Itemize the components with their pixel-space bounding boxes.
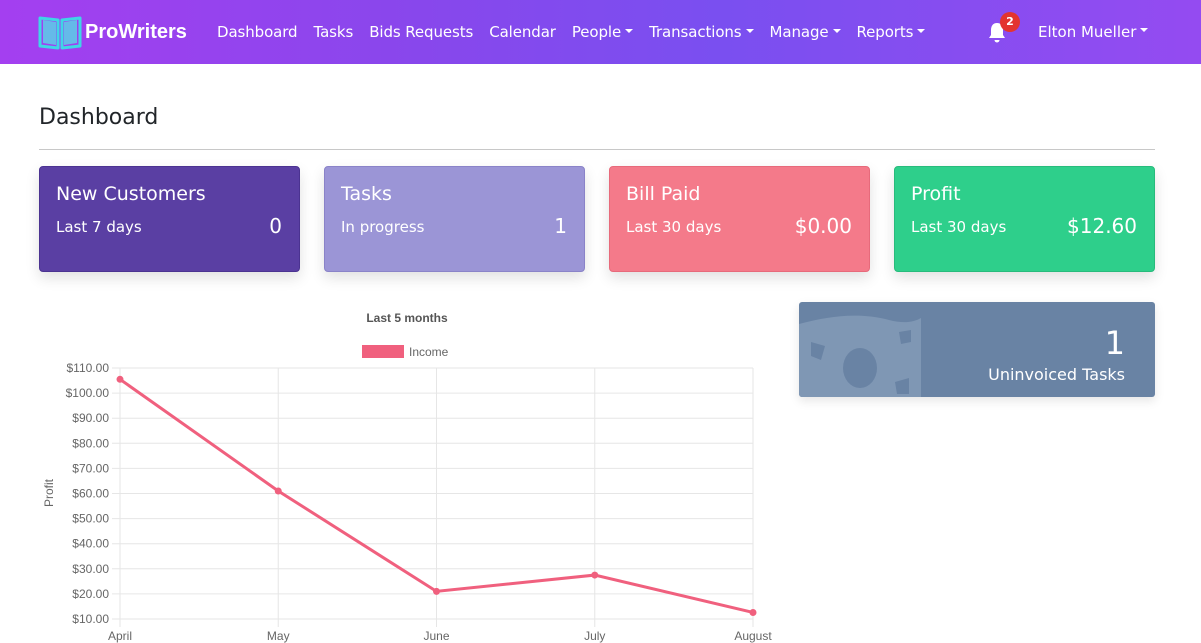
user-menu[interactable]: Elton Mueller (1038, 0, 1149, 64)
card-title: New Customers (56, 183, 206, 205)
stat-card-new-customers[interactable]: New Customers Last 7 days 0 (39, 166, 300, 272)
caret-down-icon (832, 28, 841, 33)
card-value: $12.60 (1067, 214, 1137, 238)
y-tick-label: $30.00 (72, 562, 109, 576)
x-tick-label: June (423, 629, 449, 643)
card-value: $0.00 (794, 214, 852, 238)
user-name: Elton Mueller (1038, 23, 1137, 41)
nav-item-label: Transactions (649, 23, 742, 41)
x-tick-label: April (108, 629, 132, 643)
brand-name: ProWriters (85, 20, 187, 43)
card-subtitle: Last 7 days (56, 218, 142, 236)
nav-item-label: Calendar (489, 23, 556, 41)
nav-item-bids-requests[interactable]: Bids Requests (361, 23, 481, 41)
card-title: Bill Paid (626, 183, 701, 205)
card-title: Tasks (341, 183, 392, 205)
data-point[interactable] (116, 375, 124, 383)
card-subtitle: Last 30 days (911, 218, 1007, 236)
y-tick-label: $80.00 (72, 436, 109, 450)
legend-label[interactable]: Income (409, 345, 449, 359)
uninvoiced-count: 1 (1104, 324, 1125, 362)
y-tick-label: $90.00 (72, 411, 109, 425)
nav-item-label: Manage (769, 23, 829, 41)
x-ticks: April May June July August (108, 629, 772, 643)
card-value: 0 (269, 214, 282, 238)
nav-item-transactions[interactable]: Transactions (641, 23, 761, 41)
card-subtitle: In progress (341, 218, 425, 236)
y-tick-label: $10.00 (72, 612, 109, 626)
page-title: Dashboard (39, 105, 159, 130)
caret-down-icon (745, 28, 754, 33)
data-point[interactable] (433, 587, 440, 595)
legend-swatch[interactable] (362, 345, 404, 358)
card-value: 1 (554, 214, 567, 238)
data-point[interactable] (591, 571, 599, 579)
nav-item-label: Tasks (313, 23, 354, 41)
data-point[interactable] (749, 608, 757, 616)
top-navbar: ProWriters Dashboard Tasks Bids Requests… (0, 0, 1201, 64)
y-tick-label: $100.00 (66, 386, 110, 400)
chart-grid (112, 367, 754, 627)
stat-card-bill-paid[interactable]: Bill Paid Last 30 days $0.00 (609, 166, 870, 272)
nav-item-label: Dashboard (217, 23, 298, 41)
uninvoiced-tasks-card[interactable]: 1 Uninvoiced Tasks (799, 302, 1155, 397)
x-tick-label: August (734, 629, 772, 643)
open-book-icon (38, 16, 82, 50)
caret-down-icon (625, 28, 634, 33)
notifications-button[interactable]: 2 (986, 12, 1020, 44)
data-point[interactable] (274, 487, 282, 495)
x-tick-label: July (584, 629, 605, 643)
x-tick-label: May (267, 629, 290, 643)
y-ticks: $110.00 $100.00 $90.00 $80.00 $70.00 $60.00 $5… (66, 361, 110, 626)
notification-badge: 2 (1000, 12, 1020, 32)
nav-item-manage[interactable]: Manage (762, 23, 849, 41)
nav-links: Dashboard Tasks Bids Requests Calendar P… (209, 0, 933, 64)
y-axis-label: Profit (42, 478, 56, 507)
nav-item-label: Reports (856, 23, 914, 41)
stat-card-tasks[interactable]: Tasks In progress 1 (324, 166, 585, 272)
divider (39, 149, 1155, 150)
card-title: Profit (911, 183, 961, 205)
y-tick-label: $40.00 (72, 537, 109, 551)
uninvoiced-label: Uninvoiced Tasks (988, 365, 1125, 384)
y-tick-label: $110.00 (67, 361, 110, 375)
nav-item-people[interactable]: People (564, 23, 641, 41)
nav-item-label: People (571, 23, 622, 41)
nav-item-reports[interactable]: Reports (849, 23, 934, 41)
caret-down-icon (917, 28, 926, 33)
nav-item-calendar[interactable]: Calendar (481, 23, 564, 41)
series-income (116, 375, 757, 616)
y-tick-label: $20.00 (72, 587, 109, 601)
nav-item-label: Bids Requests (369, 23, 474, 41)
nav-item-tasks[interactable]: Tasks (305, 23, 361, 41)
nav-item-dashboard[interactable]: Dashboard (209, 23, 305, 41)
stat-card-profit[interactable]: Profit Last 30 days $12.60 (894, 166, 1155, 272)
brand[interactable]: ProWriters (38, 14, 187, 50)
y-tick-label: $50.00 (72, 512, 109, 526)
card-subtitle: Last 30 days (626, 218, 722, 236)
money-bill-icon (799, 315, 921, 397)
y-tick-label: $70.00 (72, 461, 109, 475)
chart-title: Last 5 months (366, 311, 448, 325)
caret-down-icon (1140, 28, 1149, 32)
y-tick-label: $60.00 (72, 487, 109, 501)
income-line-chart: Last 5 months Income Profit $110.00 $100.… (42, 311, 772, 643)
